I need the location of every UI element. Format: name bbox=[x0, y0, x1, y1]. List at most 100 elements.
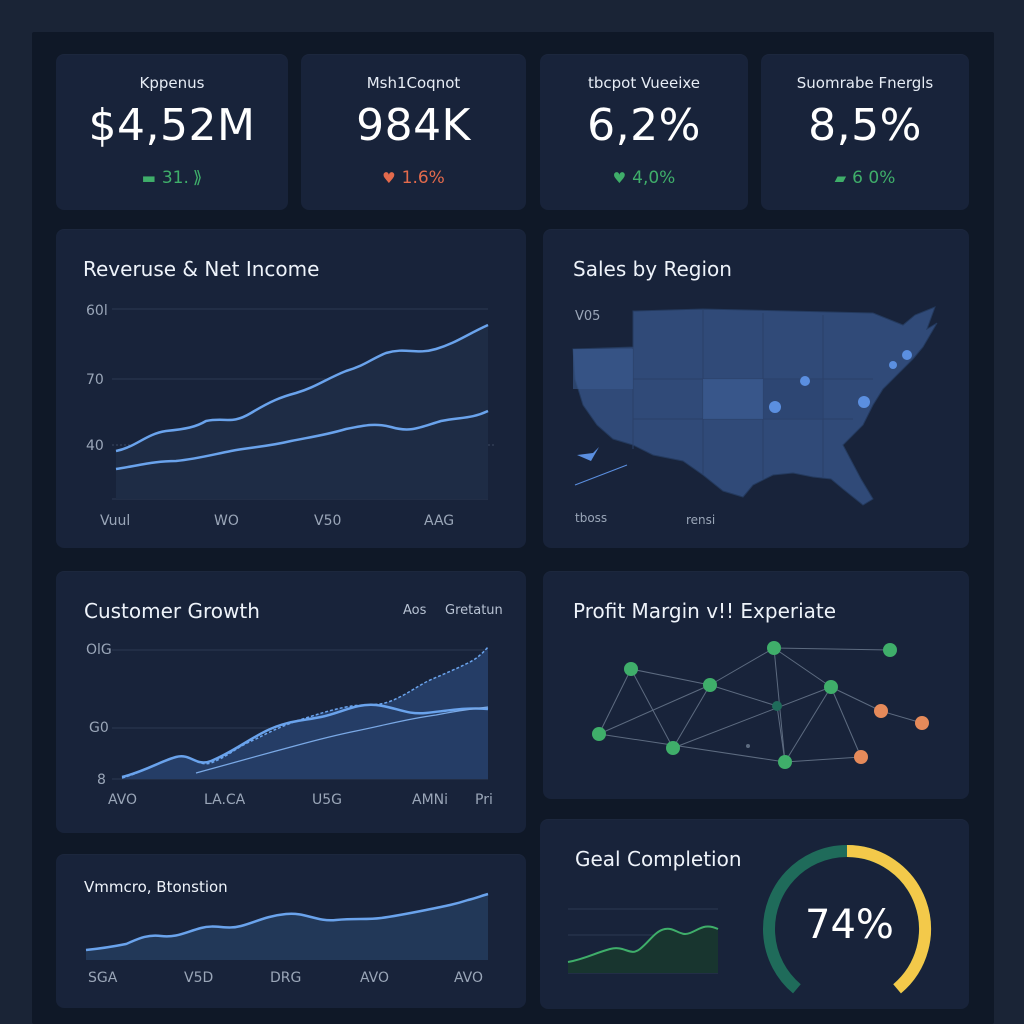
legend-item[interactable]: Aos bbox=[403, 603, 427, 618]
gauge-fill bbox=[846, 845, 931, 994]
heart-icon: ♥ bbox=[382, 169, 396, 187]
revenue-chart-card[interactable]: Reveruse & Net Income 60l 70 40 Vuul WO … bbox=[56, 229, 526, 548]
x-tick-label: U5G bbox=[312, 792, 343, 808]
y-tick-label: 8 bbox=[97, 772, 106, 788]
x-tick-label: DRG bbox=[270, 970, 302, 986]
network-node bbox=[915, 716, 929, 730]
region-shade bbox=[763, 379, 823, 419]
network-node bbox=[824, 680, 838, 694]
goal-sparkline bbox=[567, 908, 719, 974]
network-node bbox=[874, 704, 888, 718]
region-marker bbox=[889, 361, 897, 369]
card-title: Profit Margin v!! Experiate bbox=[573, 599, 837, 623]
x-tick-label: SGA bbox=[88, 970, 118, 986]
profit-network-chart bbox=[592, 641, 929, 769]
card-title: Sales by Region bbox=[573, 257, 732, 281]
region-marker bbox=[769, 401, 781, 413]
region-shade bbox=[703, 379, 763, 419]
card-title: Customer Growth bbox=[84, 599, 260, 623]
y-tick-label: OlG bbox=[86, 642, 112, 658]
kpi-card-rate[interactable]: tbcpot Vueeixe 6,2% ♥ 4,0% bbox=[540, 54, 748, 210]
trend-up-icon: ▬ bbox=[141, 169, 156, 187]
network-node bbox=[703, 678, 717, 692]
heart-icon: ♥ bbox=[612, 169, 627, 187]
customer-line bbox=[121, 703, 489, 779]
goal-percent-label: 74% bbox=[805, 902, 894, 948]
kpi-label: tbcpot Vueeixe bbox=[587, 74, 701, 92]
y-tick-label: G0 bbox=[89, 720, 109, 736]
x-tick-label: LA.CA bbox=[204, 792, 246, 808]
x-tick-label: Vuul bbox=[100, 513, 131, 529]
kpi-value: 6,2% bbox=[587, 100, 701, 151]
network-node bbox=[883, 643, 897, 657]
leader-line bbox=[574, 464, 628, 486]
map-label: V05 bbox=[575, 309, 601, 324]
x-tick-label: Pri bbox=[475, 792, 493, 808]
goal-gauge bbox=[763, 845, 931, 994]
bottom-chart-card[interactable]: Vmmcro, Btonstion SGA V5D DRG AVO AVO bbox=[56, 854, 526, 1008]
x-tick-label: AVO bbox=[454, 970, 484, 986]
network-node bbox=[666, 741, 680, 755]
bottom-line bbox=[85, 892, 489, 952]
goal-completion-card[interactable]: Geal Completion 74% bbox=[540, 819, 969, 1009]
kpi-value: 8,5% bbox=[808, 100, 922, 151]
kpi-value: $4,52M bbox=[88, 100, 256, 151]
network-node-small bbox=[746, 744, 750, 748]
kpi-value: 984K bbox=[356, 100, 471, 151]
kpi-label: Kppenus bbox=[139, 74, 205, 92]
kpi-delta: ♥ 1.6% bbox=[301, 168, 526, 188]
network-node bbox=[767, 641, 781, 655]
y-tick-label: 40 bbox=[86, 438, 104, 454]
card-title: Vmmcro, Btonstion bbox=[84, 878, 228, 896]
kpi-delta-value: 6 0% bbox=[852, 168, 896, 188]
sparkline-line bbox=[567, 925, 719, 963]
bottom-area-chart bbox=[85, 892, 489, 960]
network-node bbox=[778, 755, 792, 769]
network-node bbox=[854, 750, 868, 764]
customer-area bbox=[122, 647, 488, 779]
bottom-area bbox=[86, 894, 488, 960]
x-tick-label: AVO bbox=[108, 792, 138, 808]
kpi-delta: ▰ 6 0% bbox=[761, 168, 969, 188]
sparkline-area bbox=[568, 926, 718, 973]
network-node bbox=[592, 727, 606, 741]
customer-secondary-line bbox=[195, 706, 489, 774]
kpi-delta: ♥ 4,0% bbox=[540, 168, 748, 188]
net-income-line bbox=[115, 409, 489, 471]
customer-growth-chart bbox=[112, 646, 489, 780]
card-title: Reveruse & Net Income bbox=[83, 257, 320, 281]
x-tick-label: AMNi bbox=[412, 792, 449, 808]
trend-up-icon: ▰ bbox=[834, 169, 847, 187]
kpi-delta-value: 4,0% bbox=[632, 168, 676, 188]
x-tick-label: V50 bbox=[314, 513, 342, 529]
trend-chevron-icon: ⟫ bbox=[192, 168, 203, 188]
map-label: tboss bbox=[575, 511, 608, 525]
network-node bbox=[624, 662, 638, 676]
card-title: Geal Completion bbox=[575, 847, 742, 871]
x-tick-label: AAG bbox=[424, 513, 455, 529]
y-tick-label: 70 bbox=[86, 372, 104, 388]
profit-margin-card[interactable]: Profit Margin v!! Experiate bbox=[543, 571, 969, 799]
x-tick-label: V5D bbox=[184, 970, 214, 986]
kpi-card-energy[interactable]: Suomrabe Fnergls 8,5% ▰ 6 0% bbox=[761, 54, 969, 210]
map-label: rensi bbox=[686, 513, 716, 527]
customer-growth-card[interactable]: Customer Growth Aos Gretatun OlG G0 8 AV… bbox=[56, 571, 526, 833]
y-tick-label: 60l bbox=[86, 303, 108, 319]
kpi-delta: ▬ 31. ⟫ bbox=[56, 168, 288, 188]
network-node bbox=[772, 701, 782, 711]
region-marker bbox=[902, 350, 912, 360]
kpi-card-count[interactable]: Msh1Coqnot 984K ♥ 1.6% bbox=[301, 54, 526, 210]
sales-region-card[interactable]: Sales by Region V05 tboss rensi bbox=[543, 229, 969, 548]
kpi-label: Msh1Coqnot bbox=[366, 74, 461, 92]
revenue-line-chart bbox=[112, 308, 496, 500]
legend-item[interactable]: Gretatun bbox=[445, 603, 503, 618]
kpi-card-expenses[interactable]: Kppenus $4,52M ▬ 31. ⟫ bbox=[56, 54, 288, 210]
x-tick-label: WO bbox=[214, 513, 239, 529]
region-marker bbox=[858, 396, 870, 408]
revenue-line bbox=[115, 323, 489, 453]
region-marker bbox=[800, 376, 810, 386]
x-tick-label: AVO bbox=[360, 970, 390, 986]
region-shade bbox=[573, 349, 633, 389]
network-edges bbox=[598, 647, 923, 763]
kpi-delta-value: 31. bbox=[161, 168, 189, 188]
